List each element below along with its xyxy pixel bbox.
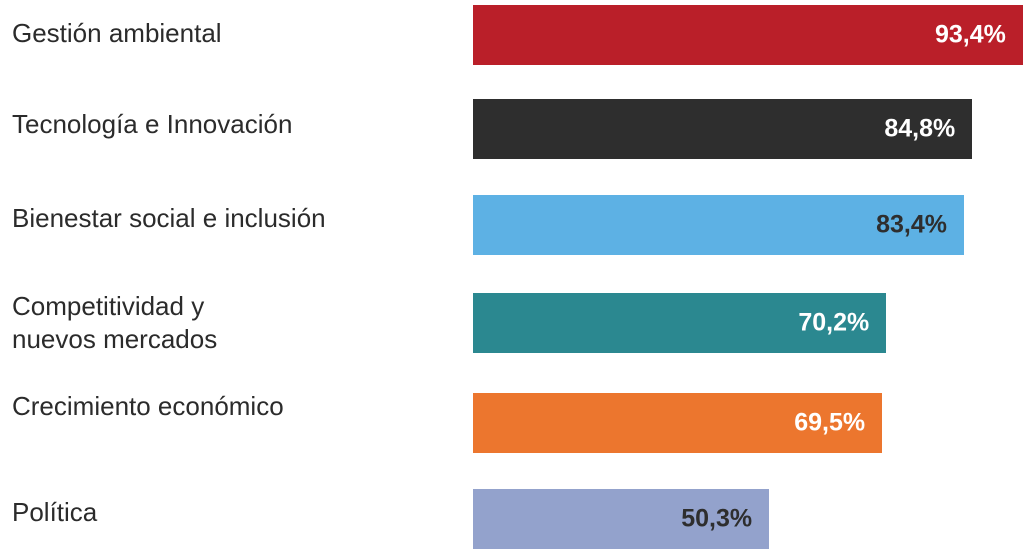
bar (473, 489, 770, 549)
data-label: 93,4% (935, 20, 1006, 49)
category-label: Competitividad y nuevos mercados (12, 291, 218, 354)
category-label: Bienestar social e inclusión (12, 203, 326, 233)
data-label: 83,4% (876, 210, 947, 239)
data-label: 84,8% (884, 114, 956, 143)
category-label: Política (12, 497, 98, 527)
data-label: 50,3% (681, 504, 753, 533)
category-label: Gestión ambiental (12, 18, 222, 48)
category-label: Crecimiento económico (12, 391, 284, 421)
bar (473, 5, 1023, 65)
category-label: Tecnología e Innovación (12, 109, 293, 139)
data-label: 69,5% (794, 408, 866, 437)
bar (473, 393, 883, 453)
data-label: 70,2% (798, 308, 870, 337)
bar (473, 195, 965, 255)
bar (473, 293, 887, 353)
bar (473, 99, 973, 159)
